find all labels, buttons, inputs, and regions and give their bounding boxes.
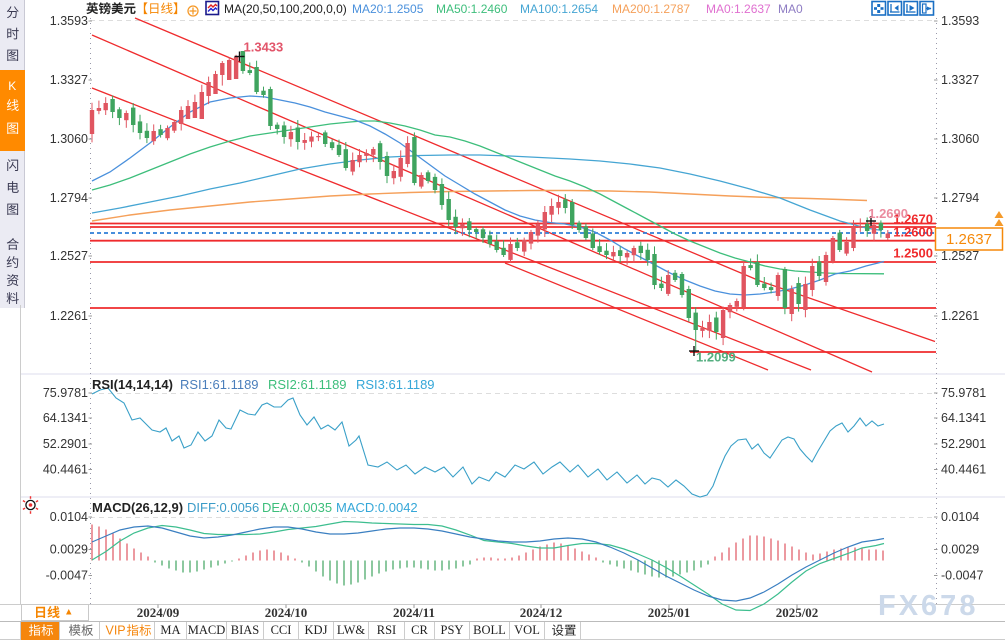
svg-text:1.2527: 1.2527	[941, 249, 979, 263]
svg-text:40.4461: 40.4461	[941, 463, 986, 477]
svg-text:MA(20,50,100,200,0,0): MA(20,50,100,200,0,0)	[224, 2, 347, 16]
svg-text:52.2901: 52.2901	[941, 437, 986, 451]
svg-text:MACD(26,12,9): MACD(26,12,9)	[92, 500, 183, 515]
svg-text:K: K	[8, 79, 16, 93]
svg-text:1.2261: 1.2261	[50, 309, 88, 323]
svg-text:FX678: FX678	[878, 590, 978, 622]
svg-text:MA50:1.2460: MA50:1.2460	[436, 2, 508, 16]
svg-text:75.9781: 75.9781	[941, 386, 986, 400]
svg-text:MA200:1.2787: MA200:1.2787	[612, 2, 690, 16]
svg-text:1.2527: 1.2527	[50, 249, 88, 263]
svg-text:0.0104: 0.0104	[941, 510, 979, 524]
svg-text:MA20:1.2505: MA20:1.2505	[352, 2, 424, 16]
svg-text:RSI(14,14,14): RSI(14,14,14)	[92, 377, 173, 392]
svg-text:1.3327: 1.3327	[50, 73, 88, 87]
svg-text:RSI3:61.1189: RSI3:61.1189	[356, 377, 435, 392]
svg-text:0.0029: 0.0029	[50, 543, 88, 557]
svg-text:1.3593: 1.3593	[50, 14, 88, 28]
svg-text:1.2794: 1.2794	[50, 191, 88, 205]
svg-text:0.0104: 0.0104	[50, 510, 88, 524]
svg-text:VIP: VIP	[106, 624, 126, 638]
svg-text:1.2690: 1.2690	[868, 206, 908, 221]
svg-text:1.2099: 1.2099	[696, 350, 736, 365]
svg-text:0.0029: 0.0029	[941, 543, 979, 557]
svg-text:RSI1:61.1189: RSI1:61.1189	[180, 377, 259, 392]
svg-text:1.2261: 1.2261	[941, 309, 979, 323]
svg-text:1.3593: 1.3593	[941, 14, 979, 28]
svg-text:1.2637: 1.2637	[946, 231, 992, 248]
svg-text:RSI2:61.1189: RSI2:61.1189	[268, 377, 347, 392]
svg-text:1.3433: 1.3433	[244, 40, 284, 55]
svg-text:MA0: MA0	[778, 2, 803, 16]
svg-text:1.2794: 1.2794	[941, 191, 979, 205]
svg-text:MA100:1.2654: MA100:1.2654	[520, 2, 598, 16]
svg-text:-0.0047: -0.0047	[941, 569, 983, 583]
svg-text:75.9781: 75.9781	[43, 386, 88, 400]
svg-text:DEA:0.0035: DEA:0.0035	[262, 500, 332, 515]
svg-text:64.1341: 64.1341	[43, 411, 88, 425]
svg-text:64.1341: 64.1341	[941, 411, 986, 425]
svg-text:-0.0047: -0.0047	[46, 569, 88, 583]
svg-text:1.2670: 1.2670	[893, 212, 933, 227]
svg-text:40.4461: 40.4461	[43, 463, 88, 477]
svg-text:1.2500: 1.2500	[893, 246, 933, 261]
svg-text:52.2901: 52.2901	[43, 437, 88, 451]
svg-text:MACD:0.0042: MACD:0.0042	[336, 500, 418, 515]
svg-text:MA0:1.2637: MA0:1.2637	[706, 2, 771, 16]
svg-text:1.3060: 1.3060	[50, 132, 88, 146]
svg-text:DIFF:0.0056: DIFF:0.0056	[187, 500, 259, 515]
svg-text:1.3060: 1.3060	[941, 132, 979, 146]
svg-text:1.3327: 1.3327	[941, 73, 979, 87]
svg-text:1.2600: 1.2600	[893, 225, 933, 240]
